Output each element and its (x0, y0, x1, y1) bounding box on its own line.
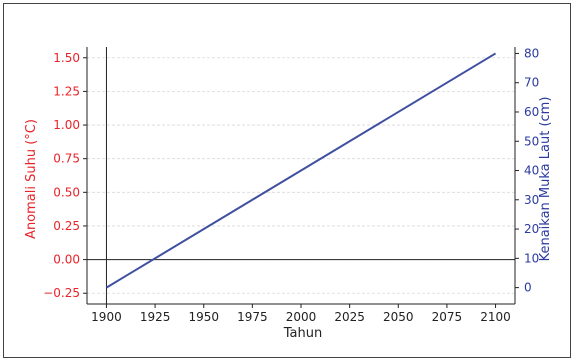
left-tick-label: 0.25 (53, 219, 80, 233)
right-tick-label: 50 (524, 134, 539, 148)
right-tick-label: 40 (524, 164, 539, 178)
left-tick-label: 0.50 (53, 185, 80, 199)
series-layer (105, 52, 497, 289)
right-ticks: 0 10 20 30 40 50 60 70 80 (515, 46, 539, 295)
sea-level-series-line (105, 52, 497, 289)
reference-lines (87, 47, 515, 304)
x-tick-label: 2025 (334, 310, 365, 324)
left-tick-label: 1.00 (53, 118, 80, 132)
chart-frame: 1900 1925 1950 1975 2000 2025 2050 2075 2100 −0.… (3, 3, 571, 358)
x-axis-label: Tahun (283, 326, 322, 341)
x-tick-label: 2100 (480, 310, 511, 324)
right-tick-label: 60 (524, 105, 539, 119)
x-tick-label: 2050 (383, 310, 414, 324)
left-ticks: −0.25 0.00 0.25 0.50 0.75 1.00 1.25 1.50 (43, 51, 87, 300)
left-axis-label: Anomali Suhu (°C) (24, 119, 39, 239)
left-tick-label: 0.00 (53, 253, 80, 267)
right-tick-label: 70 (524, 76, 539, 90)
axes (86, 47, 516, 305)
x-tick-label: 1950 (188, 310, 219, 324)
right-tick-label: 10 (524, 251, 539, 265)
left-tick-label: −0.25 (43, 286, 80, 300)
gridlines (87, 57, 515, 294)
x-tick-label: 2075 (432, 310, 463, 324)
dual-axis-line-chart: 1900 1925 1950 1975 2000 2025 2050 2075 2100 −0.… (24, 46, 553, 341)
right-tick-label: 80 (524, 46, 539, 60)
right-tick-label: 20 (524, 222, 539, 236)
x-tick-label: 1925 (140, 310, 171, 324)
left-tick-label: 1.50 (53, 51, 80, 65)
x-ticks: 1900 1925 1950 1975 2000 2025 2050 2075 2100 (91, 304, 511, 324)
right-tick-label: 0 (524, 281, 532, 295)
right-axis-label: Kenaikan Muka Laut (cm) (538, 97, 553, 262)
x-tick-label: 1900 (91, 310, 122, 324)
left-tick-label: 0.75 (53, 152, 80, 166)
left-tick-label: 1.25 (53, 84, 80, 98)
right-tick-label: 30 (524, 193, 539, 207)
x-tick-label: 2000 (286, 310, 317, 324)
x-tick-label: 1975 (237, 310, 268, 324)
